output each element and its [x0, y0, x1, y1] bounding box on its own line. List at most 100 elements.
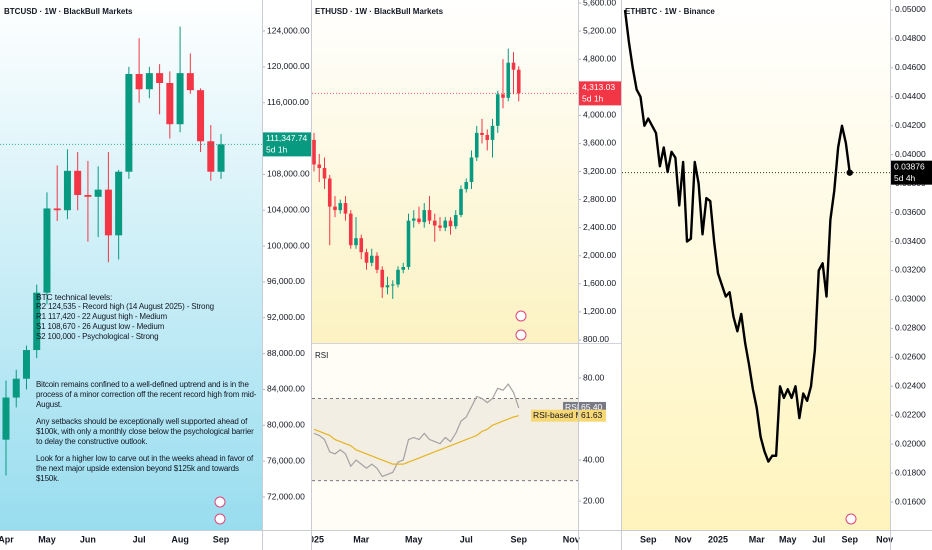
time-axis-bg [312, 531, 622, 550]
candle-body [338, 203, 343, 211]
y-tick-label: 88,000.00 [267, 348, 305, 358]
y-tick-label: 0.04000 [895, 149, 926, 159]
time-axis-bg [622, 531, 932, 550]
y-tick-label: 40.00 [583, 454, 605, 464]
last-price-box [579, 81, 622, 106]
y-tick-label: 5,200.00 [583, 25, 616, 35]
candle-body [406, 220, 411, 267]
candle-body [448, 220, 453, 227]
ma-name: RSI-based MA [533, 410, 589, 420]
y-tick-label: 108,000.00 [267, 169, 310, 179]
y-tick-label: 0.03200 [895, 265, 926, 275]
countdown-label: 5d 1h [582, 94, 604, 104]
candle-body [417, 218, 421, 223]
candle-body [343, 203, 348, 214]
candle-body [327, 178, 332, 207]
x-tick-label: Apr [0, 534, 14, 544]
x-tick-label: Mar [749, 534, 766, 544]
candle-body [506, 62, 511, 98]
y-tick-label: 0.02600 [895, 352, 926, 362]
y-tick-label: 5,600.00 [583, 0, 616, 7]
candle-body [364, 252, 369, 263]
candle-body [511, 62, 516, 70]
candle-body [411, 218, 416, 221]
rsi-line [313, 383, 520, 478]
y-tick-label: 1,600.00 [583, 278, 616, 288]
x-tick-label: Mar [353, 534, 370, 544]
y-tick-label: 0.01800 [895, 467, 926, 477]
y-tick-label: 0.01600 [895, 496, 926, 506]
rsi-name: RSI [565, 402, 579, 412]
event-icon [214, 496, 226, 508]
candle-body [453, 215, 458, 227]
y-tick-label: 0.02800 [895, 323, 926, 333]
candle-body [354, 238, 358, 246]
y-tick-label: 800.00 [583, 334, 609, 344]
candle-body [432, 220, 437, 226]
y-tick-label: 124,000.00 [267, 25, 310, 35]
ma-name-box [531, 409, 578, 422]
y-tick-label: 3,200.00 [583, 166, 616, 176]
y-tick-label: 4,000.00 [583, 110, 616, 120]
candle-body [443, 220, 448, 228]
x-tick-label: May [779, 534, 797, 544]
x-tick-label: Jun [80, 534, 96, 544]
event-icon [515, 310, 527, 322]
candle-body [427, 210, 432, 221]
notes-heading: BTC technical levels: [36, 292, 113, 302]
rsi-value: 65.40 [581, 402, 603, 412]
candle-body [312, 139, 316, 165]
chart-title: ETHBTC · 1W · Binance [625, 7, 715, 16]
candle-body [459, 189, 463, 216]
x-tick-label: 2025 [304, 534, 324, 544]
x-tick-label: May [38, 534, 56, 544]
candle-body [390, 284, 395, 286]
event-icon [845, 513, 857, 525]
last-price-label: 4,313.03 [582, 82, 615, 92]
candle-body [401, 266, 406, 270]
x-tick-label: Sep [510, 534, 527, 544]
paragraph: Any setbacks should be exceptionally wel… [36, 417, 254, 446]
x-tick-label: Nov [876, 534, 893, 544]
y-tick-label: 100,000.00 [267, 240, 310, 250]
x-tick-label: Aug [171, 534, 189, 544]
candle-body [186, 73, 194, 91]
candle-body [104, 189, 112, 236]
ma-value: 61.63 [581, 410, 603, 420]
y-tick-label: 1,200.00 [583, 306, 616, 316]
y-tick-label: 0.03400 [895, 236, 926, 246]
last-price-box [263, 132, 312, 157]
analysis-notes: BTC technical levels: R2 124,535 - Recor… [36, 292, 260, 484]
y-tick-label: 0.04200 [895, 120, 926, 130]
y-tick-label: 20.00 [583, 495, 605, 505]
y-tick-label: 2,800.00 [583, 194, 616, 204]
candle-body [322, 167, 327, 179]
rsi-ma-line [313, 415, 519, 465]
y-tick-label: 0.04800 [895, 33, 926, 43]
candle-body [217, 144, 225, 172]
candle-body [125, 74, 133, 172]
price-axis-bg [578, 0, 622, 343]
y-tick-label: 120,000.00 [267, 61, 310, 71]
flag-icon [214, 513, 226, 525]
rsi-title: RSI [315, 351, 328, 360]
y-tick-label: 116,000.00 [267, 97, 309, 107]
countdown-label: 5d 4h [894, 173, 916, 183]
y-tick-label: 96,000.00 [267, 276, 305, 286]
candle-body [63, 170, 71, 211]
price-line [623, 9, 851, 463]
y-tick-label: 0.02200 [895, 409, 926, 419]
y-tick-label: 0.02400 [895, 381, 926, 391]
candle-body [516, 69, 521, 94]
y-tick-label: 2,000.00 [583, 250, 616, 260]
x-tick-label: Nov [675, 534, 692, 544]
chart-title: ETHUSD · 1W · BlackBull Markets [315, 7, 444, 16]
candle-body [490, 125, 495, 140]
candle-body [2, 397, 10, 440]
y-tick-label: 0.03600 [895, 207, 926, 217]
level: R2 124,535 - Record high (14 August 2025… [36, 302, 214, 311]
candle-body [438, 225, 442, 228]
x-tick-label: 2025 [708, 534, 728, 544]
